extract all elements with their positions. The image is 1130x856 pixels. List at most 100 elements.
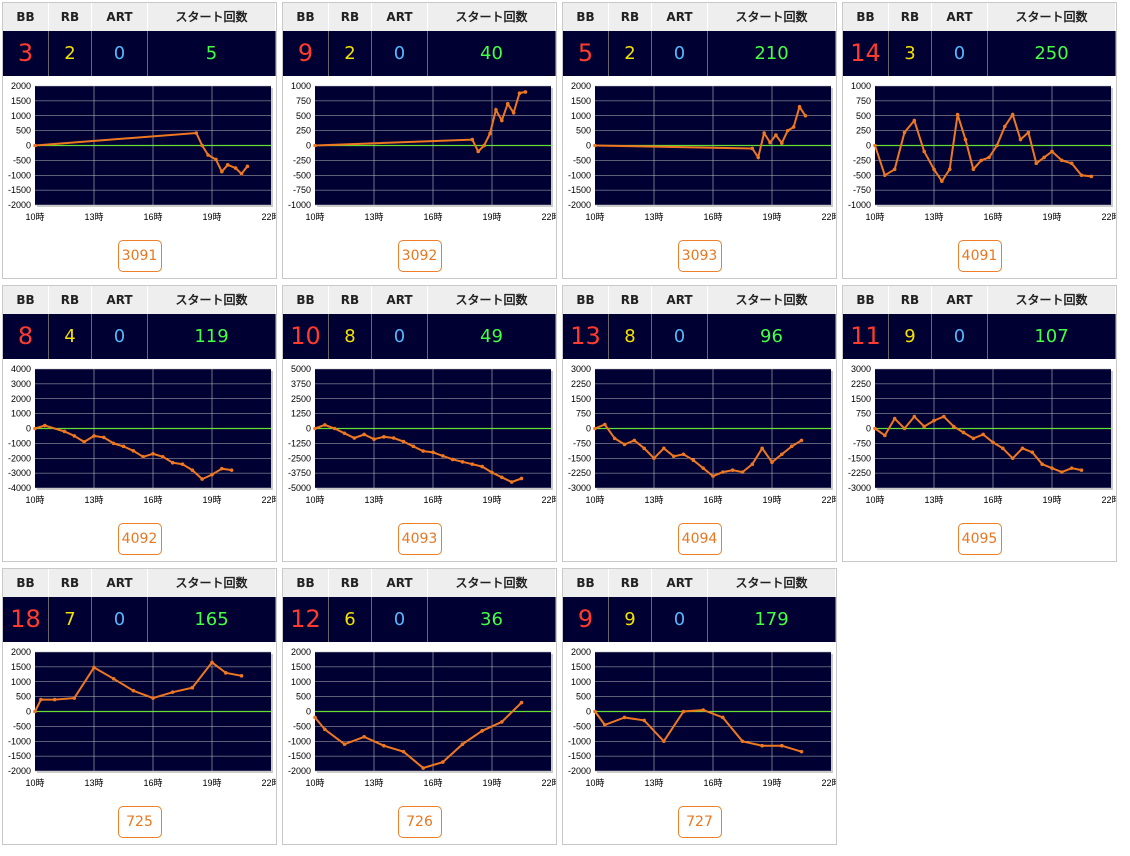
machine-card: BB RB ART スタート回数 8 4 0 119 4092 4000 3000 2… <box>2 285 277 562</box>
data-point <box>922 149 926 154</box>
y-tick-label: -2250 <box>568 468 591 478</box>
art-value: 0 <box>92 597 148 642</box>
rb-header: RB <box>889 286 932 314</box>
data-point <box>239 674 244 678</box>
data-point <box>505 102 510 106</box>
data-point <box>323 727 327 732</box>
data-point <box>932 167 936 172</box>
stats-header: BB RB ART スタート回数 <box>843 286 1116 314</box>
y-tick-label: -750 <box>853 185 871 195</box>
machine-number-button[interactable]: 3092 <box>397 240 442 272</box>
machine-number-button[interactable]: 3093 <box>677 240 722 272</box>
data-point <box>883 433 887 438</box>
data-point <box>500 720 504 724</box>
art-value: 0 <box>372 597 428 642</box>
stats-header: BB RB ART スタート回数 <box>283 286 556 314</box>
series-line <box>314 701 523 770</box>
data-point <box>642 718 646 723</box>
bb-header: BB <box>843 3 889 31</box>
data-point <box>131 688 136 693</box>
data-point <box>509 480 514 484</box>
data-point <box>519 476 524 481</box>
x-tick-label: 10時 <box>305 495 324 505</box>
data-point <box>342 742 347 747</box>
rb-header: RB <box>889 3 932 31</box>
art-value: 0 <box>92 31 148 76</box>
x-tick-label: 10時 <box>585 778 604 788</box>
slump-chart: 3000 2250 1500 750 0 -750 -1500 -2250 -3000 10時 13… <box>848 364 1116 505</box>
data-point <box>951 424 956 429</box>
machine-number-button[interactable]: 725 <box>117 806 162 838</box>
y-tick-label: 0 <box>306 707 311 717</box>
data-point <box>750 146 755 151</box>
data-point <box>480 729 484 733</box>
machine-number-button[interactable]: 4094 <box>677 523 722 555</box>
y-tick-label: 0 <box>26 141 31 151</box>
bb-header: BB <box>563 569 609 597</box>
machine-number-button[interactable]: 4092 <box>117 523 162 555</box>
machine-number-button[interactable]: 3091 <box>117 240 162 272</box>
data-point <box>488 131 492 136</box>
data-point <box>490 470 494 475</box>
y-tick-label: 2500 <box>291 394 311 404</box>
x-tick-label: 16時 <box>423 495 442 505</box>
data-point <box>233 166 238 170</box>
machine-number-button[interactable]: 726 <box>397 806 442 838</box>
stats-header: BB RB ART スタート回数 <box>563 286 836 314</box>
machine-number-button[interactable]: 4093 <box>397 523 442 555</box>
x-tick-label: 13時 <box>924 495 943 505</box>
stats-values: 18 7 0 165 <box>3 597 276 642</box>
data-point <box>72 696 77 700</box>
y-tick-label: 2000 <box>571 647 591 657</box>
bb-header: BB <box>283 569 329 597</box>
rb-value: 2 <box>329 31 372 76</box>
x-tick-label: 16時 <box>703 212 722 222</box>
y-tick-label: 0 <box>866 424 871 434</box>
y-tick-label: 3000 <box>571 364 591 374</box>
bb-header: BB <box>3 569 49 597</box>
machine-number-button[interactable]: 4091 <box>957 240 1002 272</box>
data-point <box>701 708 705 712</box>
stats-values: 11 9 0 107 <box>843 314 1116 359</box>
data-point <box>500 475 504 480</box>
data-point <box>362 432 366 437</box>
y-tick-label: -1250 <box>288 438 311 448</box>
data-point <box>1010 112 1015 117</box>
y-tick-label: 1250 <box>291 409 311 419</box>
data-point <box>210 660 214 665</box>
data-point <box>72 434 77 438</box>
x-tick-label: 16時 <box>143 212 162 222</box>
data-point <box>476 149 481 154</box>
y-tick-label: 1500 <box>571 96 591 106</box>
y-tick-label: 1500 <box>11 96 31 106</box>
data-point <box>603 422 607 427</box>
data-point <box>200 477 204 481</box>
y-tick-label: -500 <box>13 155 31 165</box>
machine-number-button[interactable]: 727 <box>677 806 722 838</box>
data-point <box>789 444 794 449</box>
y-tick-label: -500 <box>573 721 591 731</box>
start-count-value: 49 <box>428 314 556 359</box>
data-point <box>603 723 607 727</box>
y-tick-label: -2500 <box>288 453 311 463</box>
art-value: 0 <box>932 31 988 76</box>
bb-value: 10 <box>283 314 329 359</box>
data-point <box>979 158 983 163</box>
slump-chart: 4000 3000 2000 1000 0 -1000 -2000 -3000 -4000 10時… <box>8 364 276 505</box>
y-tick-label: -3750 <box>288 468 311 478</box>
data-point <box>902 426 907 431</box>
stats-values: 14 3 0 250 <box>843 31 1116 76</box>
stats-values: 8 4 0 119 <box>3 314 276 359</box>
series-line <box>34 424 232 481</box>
x-tick-label: 13時 <box>644 778 663 788</box>
x-tick-label: 10時 <box>305 212 324 222</box>
data-point <box>622 442 627 447</box>
data-point <box>940 179 944 183</box>
data-point <box>730 468 735 472</box>
y-tick-label: -1000 <box>568 736 591 746</box>
rb-header: RB <box>49 3 92 31</box>
y-tick-label: -1500 <box>568 185 591 195</box>
x-tick-label: 19時 <box>762 212 781 222</box>
machine-number-button[interactable]: 4095 <box>957 523 1002 555</box>
start-count-header: スタート回数 <box>708 569 836 597</box>
